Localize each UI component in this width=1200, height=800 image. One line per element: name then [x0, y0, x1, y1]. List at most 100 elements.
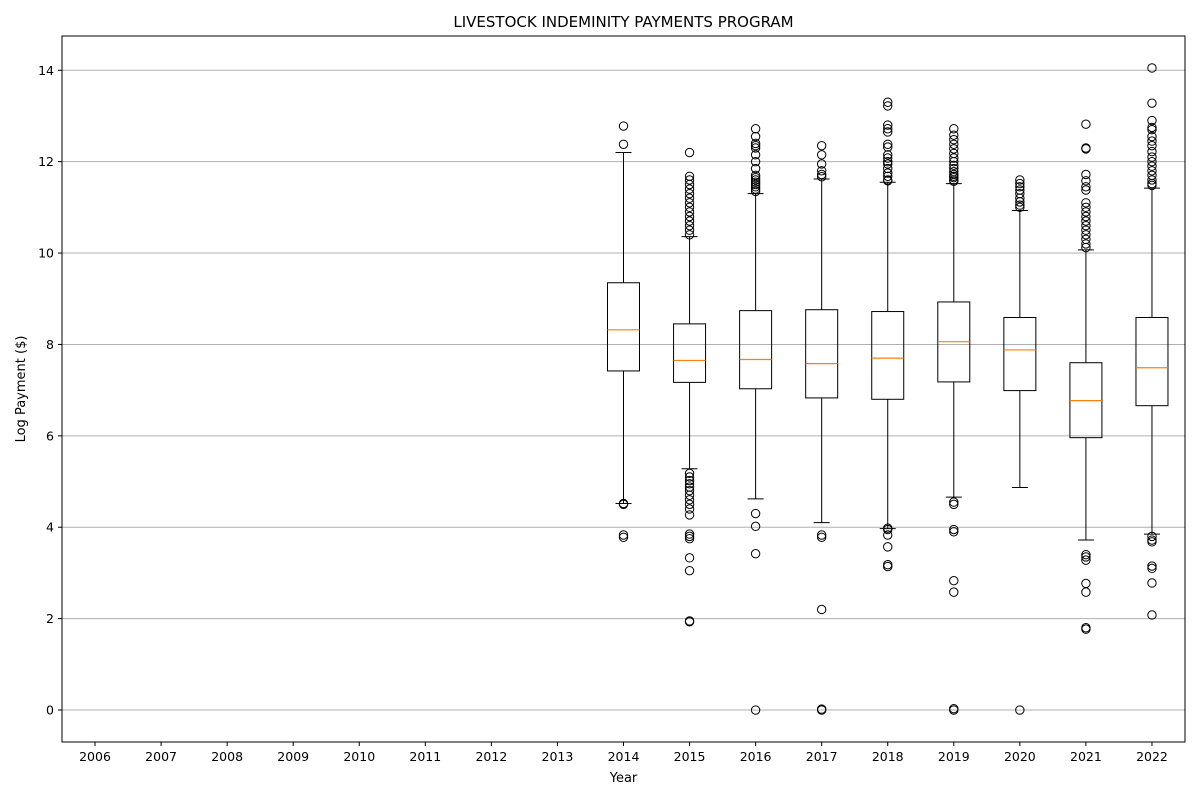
outlier-point-2016-6: [750, 156, 761, 167]
outlier-point-2015-29: [684, 553, 695, 563]
outlier-point-2022-7: [1147, 140, 1157, 151]
iqr-box-2022: [1135, 316, 1169, 407]
outlier-point-2016-8: [750, 170, 761, 181]
outlier-point-2020-7: [1015, 200, 1025, 210]
outlier-point-2021-2: [1081, 144, 1091, 154]
box-2020: [1003, 175, 1037, 715]
outlier-point-2016-16: [750, 508, 761, 519]
iqr-box-2015: [673, 323, 707, 383]
x-tick-label-2016: 2016: [740, 749, 772, 764]
iqr-box-2016: [739, 310, 773, 390]
outlier-point-2017-3: [816, 166, 827, 176]
outlier-point-2021-20: [1081, 555, 1091, 565]
outlier-point-2022-10: [1147, 156, 1157, 167]
outlier-point-2018-20: [883, 560, 893, 570]
y-tick-label-4: 4: [46, 520, 54, 535]
outlier-point-2021-22: [1081, 587, 1091, 597]
x-axis-ticks: 2006 2007 2008 2009 2010 2011 2012 2013 2014 2015…: [79, 742, 1168, 764]
outlier-point-2016-10: [750, 175, 761, 185]
outlier-point-2019-1: [949, 130, 959, 140]
outlier-point-2016-18: [750, 549, 761, 559]
outlier-point-2015-5: [684, 188, 695, 199]
outlier-point-2018-5: [883, 139, 893, 149]
iqr-box-2018: [871, 311, 905, 400]
box-2019: [937, 124, 971, 715]
outlier-point-2022-20: [1147, 561, 1157, 571]
outlier-point-2016-5: [750, 150, 761, 160]
outlier-point-2021-7: [1081, 198, 1091, 208]
y-tick-label-2: 2: [46, 611, 54, 626]
x-tick-label-2018: 2018: [872, 749, 904, 764]
outlier-point-2015-30: [684, 565, 695, 576]
outlier-point-2015-15: [684, 468, 695, 479]
outlier-point-2015-22: [684, 495, 695, 505]
x-tick-label-2017: 2017: [806, 749, 838, 764]
outlier-point-2022-6: [1147, 136, 1157, 146]
outlier-point-2016-13: [750, 182, 761, 192]
outlier-point-2015-0: [684, 147, 695, 158]
box-2015: [673, 147, 707, 627]
outlier-point-2018-4: [883, 127, 893, 137]
outlier-point-2015-14: [684, 230, 695, 240]
outlier-point-2015-9: [684, 207, 695, 217]
box-series: [607, 63, 1169, 715]
outlier-point-2016-0: [750, 124, 761, 134]
outlier-point-2015-28: [684, 533, 695, 544]
outlier-point-2014-0: [618, 121, 629, 131]
outlier-point-2014-5: [618, 532, 629, 542]
outlier-point-2019-9: [949, 163, 959, 174]
outlier-point-2021-3: [1081, 169, 1091, 180]
outlier-point-2016-1: [750, 131, 761, 142]
outlier-point-2019-6: [949, 153, 959, 163]
y-axis-label: Log Payment ($): [14, 336, 29, 443]
outlier-point-2019-15: [949, 176, 959, 187]
x-tick-label-2009: 2009: [277, 749, 309, 764]
outlier-point-2022-12: [1147, 166, 1157, 176]
outlier-point-2016-15: [750, 186, 761, 197]
outlier-point-2019-23: [949, 705, 959, 715]
outlier-point-2015-23: [684, 499, 695, 510]
box-2017: [805, 140, 839, 715]
outlier-point-2019-17: [949, 499, 959, 510]
outlier-point-2020-5: [1015, 193, 1025, 203]
y-tick-label-14: 14: [38, 63, 54, 78]
outlier-point-2019-4: [949, 144, 959, 154]
outlier-point-2019-13: [949, 172, 959, 183]
outlier-point-2017-2: [816, 159, 827, 169]
outlier-point-2022-0: [1147, 63, 1157, 73]
iqr-box-2014: [607, 282, 640, 372]
outlier-point-2022-1: [1147, 98, 1157, 108]
outlier-point-2015-6: [684, 193, 695, 203]
outlier-point-2015-18: [684, 479, 695, 489]
outlier-point-2018-19: [883, 542, 893, 552]
x-tick-label-2006: 2006: [79, 749, 111, 764]
outlier-point-2015-21: [684, 490, 695, 500]
x-tick-label-2007: 2007: [145, 749, 177, 764]
outlier-point-2014-3: [618, 498, 629, 509]
outlier-point-2022-16: [1147, 180, 1157, 191]
outlier-point-2020-0: [1015, 175, 1025, 185]
outlier-point-2019-7: [949, 156, 959, 167]
outlier-point-2015-12: [684, 220, 695, 231]
outlier-point-2015-27: [684, 531, 695, 542]
outlier-point-2018-2: [883, 120, 893, 130]
x-tick-label-2012: 2012: [475, 749, 507, 764]
outlier-point-2022-17: [1147, 531, 1157, 542]
outlier-point-2021-8: [1081, 202, 1091, 213]
iqr-box-2020: [1003, 316, 1037, 392]
outlier-point-2016-11: [750, 177, 761, 187]
outlier-point-2016-19: [750, 705, 761, 715]
outlier-point-2021-13: [1081, 225, 1091, 235]
outlier-point-2016-14: [750, 184, 761, 194]
outlier-point-2015-20: [684, 485, 695, 496]
outlier-point-2016-7: [750, 163, 761, 174]
outlier-point-2015-3: [684, 179, 695, 190]
outlier-point-2018-13: [883, 171, 893, 181]
outlier-point-2021-24: [1081, 624, 1091, 634]
outlier-point-2021-0: [1081, 119, 1091, 129]
y-tick-label-0: 0: [46, 703, 54, 718]
outlier-point-2019-2: [949, 135, 959, 145]
outlier-point-2018-7: [883, 150, 893, 160]
outlier-point-2018-0: [883, 97, 893, 107]
x-tick-label-2011: 2011: [409, 749, 441, 764]
